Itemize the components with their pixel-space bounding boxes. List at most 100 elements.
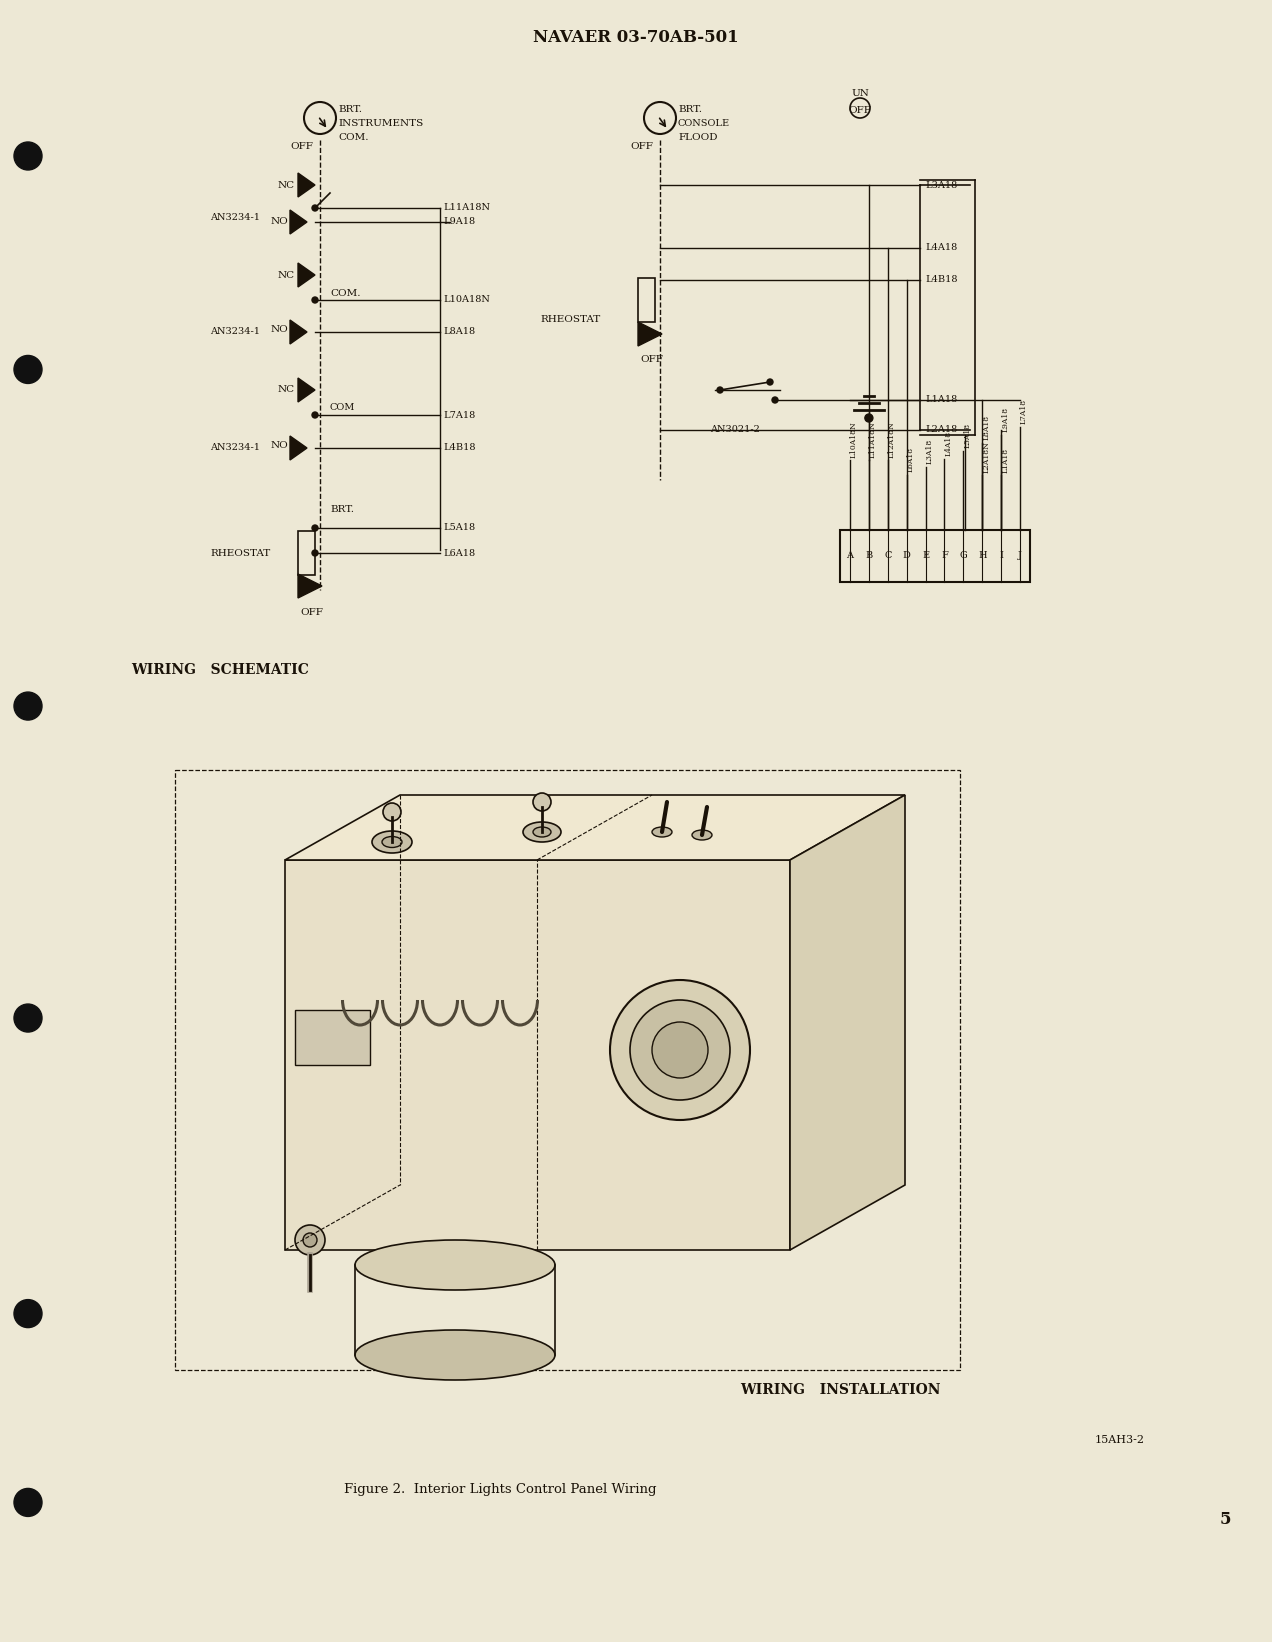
- Text: D: D: [903, 552, 911, 560]
- Circle shape: [14, 1299, 42, 1328]
- Circle shape: [312, 412, 318, 419]
- Text: L12A18N: L12A18N: [888, 422, 895, 458]
- Text: L1A18: L1A18: [1001, 448, 1009, 473]
- Ellipse shape: [355, 1330, 555, 1379]
- Polygon shape: [285, 860, 790, 1250]
- Text: L11A18N: L11A18N: [443, 204, 490, 212]
- Text: NO: NO: [270, 217, 287, 227]
- Text: COM.: COM.: [338, 133, 369, 143]
- Circle shape: [312, 297, 318, 304]
- Text: NC: NC: [277, 181, 295, 189]
- Circle shape: [14, 141, 42, 171]
- Text: 5: 5: [1220, 1512, 1231, 1529]
- Text: AN3234-1: AN3234-1: [210, 443, 259, 453]
- Circle shape: [767, 379, 773, 384]
- Text: CONSOLE: CONSOLE: [678, 120, 730, 128]
- Circle shape: [865, 414, 873, 422]
- Text: COM: COM: [329, 404, 355, 412]
- Text: AN3021-2: AN3021-2: [710, 425, 759, 435]
- Text: L7A18: L7A18: [443, 410, 476, 419]
- Text: NC: NC: [277, 271, 295, 279]
- Polygon shape: [298, 575, 322, 598]
- Ellipse shape: [653, 828, 672, 837]
- Circle shape: [14, 355, 42, 384]
- Bar: [298, 530, 315, 575]
- Text: L5A18: L5A18: [443, 524, 476, 532]
- Text: L8A18: L8A18: [443, 327, 476, 337]
- Bar: [840, 530, 1030, 581]
- Text: L9A18: L9A18: [443, 217, 476, 227]
- Text: L10A18N: L10A18N: [443, 296, 490, 304]
- Circle shape: [14, 691, 42, 721]
- Bar: [176, 770, 960, 1369]
- Circle shape: [295, 1225, 326, 1254]
- Circle shape: [533, 793, 551, 811]
- Text: 15AH3-2: 15AH3-2: [1095, 1435, 1145, 1445]
- Polygon shape: [790, 795, 904, 1250]
- Circle shape: [14, 1488, 42, 1517]
- Text: L5A18: L5A18: [963, 424, 972, 448]
- Circle shape: [717, 388, 722, 392]
- Text: NC: NC: [277, 386, 295, 394]
- Text: I: I: [999, 552, 1004, 560]
- Text: OFF: OFF: [631, 141, 654, 151]
- Text: L4A18: L4A18: [944, 430, 953, 456]
- Text: C: C: [884, 552, 892, 560]
- Polygon shape: [298, 172, 315, 197]
- Text: L6A18: L6A18: [907, 447, 915, 471]
- Circle shape: [772, 397, 778, 402]
- Text: NO: NO: [270, 442, 287, 450]
- Text: L9A18: L9A18: [1001, 407, 1009, 432]
- Bar: [639, 277, 655, 322]
- Ellipse shape: [692, 829, 712, 841]
- Text: BRT.: BRT.: [338, 105, 363, 115]
- Text: WIRING   INSTALLATION: WIRING INSTALLATION: [740, 1383, 940, 1397]
- Text: NAVAER 03-70AB-501: NAVAER 03-70AB-501: [533, 30, 739, 46]
- Text: COM.: COM.: [329, 289, 360, 297]
- Circle shape: [304, 102, 336, 135]
- Polygon shape: [290, 210, 307, 235]
- Ellipse shape: [523, 823, 561, 842]
- Text: E: E: [922, 552, 929, 560]
- Text: H: H: [978, 552, 987, 560]
- Text: AN3234-1: AN3234-1: [210, 213, 259, 223]
- Circle shape: [14, 1003, 42, 1033]
- Text: J: J: [1018, 552, 1021, 560]
- Text: UN: UN: [851, 89, 869, 99]
- Text: L4A18: L4A18: [925, 243, 958, 253]
- Text: L4B18: L4B18: [443, 443, 476, 453]
- Ellipse shape: [382, 836, 402, 847]
- Polygon shape: [290, 320, 307, 345]
- Text: L3A18: L3A18: [926, 438, 934, 465]
- Circle shape: [653, 1021, 709, 1079]
- Ellipse shape: [371, 831, 412, 852]
- Text: F: F: [941, 552, 948, 560]
- Polygon shape: [298, 378, 315, 402]
- Text: BRT.: BRT.: [329, 506, 354, 514]
- Text: L3A18: L3A18: [925, 181, 958, 189]
- Ellipse shape: [355, 1240, 555, 1291]
- Text: L1A18: L1A18: [925, 396, 958, 404]
- Circle shape: [850, 99, 870, 118]
- Text: NO: NO: [270, 325, 287, 335]
- Text: Figure 2.  Interior Lights Control Panel Wiring: Figure 2. Interior Lights Control Panel …: [343, 1483, 656, 1496]
- Text: L4B18: L4B18: [925, 276, 958, 284]
- Text: B: B: [865, 552, 873, 560]
- Text: OFF: OFF: [641, 355, 664, 365]
- Text: L8A18: L8A18: [982, 415, 990, 440]
- Circle shape: [630, 1000, 730, 1100]
- Text: OFF: OFF: [300, 608, 323, 617]
- Text: OFF: OFF: [848, 107, 871, 115]
- Ellipse shape: [533, 828, 551, 837]
- Circle shape: [312, 525, 318, 530]
- Circle shape: [644, 102, 675, 135]
- Circle shape: [312, 205, 318, 212]
- Text: BRT.: BRT.: [678, 105, 702, 115]
- Text: OFF: OFF: [290, 141, 313, 151]
- Circle shape: [303, 1233, 317, 1246]
- Polygon shape: [298, 263, 315, 287]
- Text: L6A18: L6A18: [443, 548, 476, 558]
- Text: G: G: [959, 552, 967, 560]
- Circle shape: [611, 980, 750, 1120]
- Text: AN3234-1: AN3234-1: [210, 327, 259, 337]
